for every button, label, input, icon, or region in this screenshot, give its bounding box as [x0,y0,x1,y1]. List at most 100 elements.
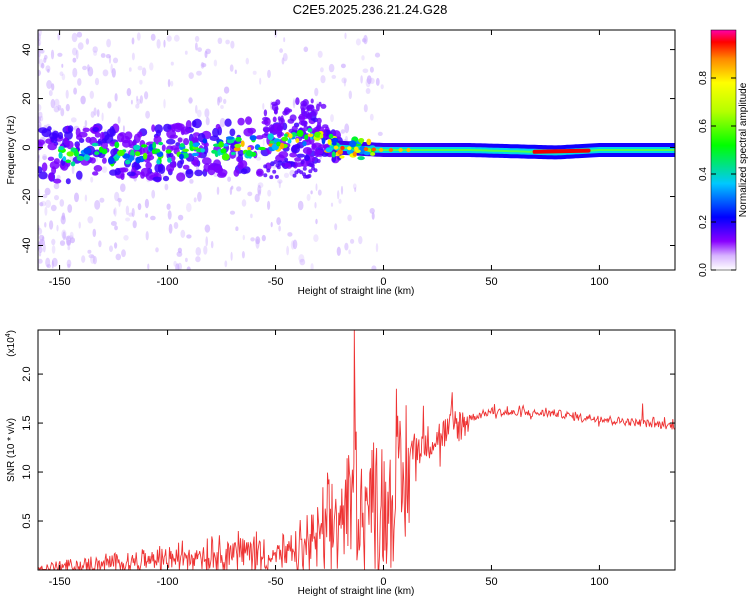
spectral-blob [296,168,301,173]
snr-scale-prefix: (x10 [6,337,17,357]
noise-speck [176,251,183,257]
spectral-blob [135,156,141,164]
noise-speck [51,83,55,91]
spectral-blob [47,142,57,151]
noise-speck [195,256,201,263]
x-tick-label: -100 [157,576,179,588]
noise-speck [250,237,255,242]
noise-speck [87,249,92,254]
spectral-blob [267,133,274,141]
noise-speck [57,52,63,57]
noise-speck [216,186,220,195]
spectral-blob [300,160,305,165]
noise-speck [314,202,317,209]
spectral-blob [50,136,58,144]
spectral-blob [258,146,266,151]
noise-speck [50,204,57,212]
spectral-blob [191,152,199,157]
noise-speck [197,47,203,52]
spectral-blob [133,133,141,144]
noise-speck [276,217,281,226]
spectral-blob [226,138,235,144]
noise-speck [341,77,348,84]
spectral-blob [284,133,288,137]
noise-speck [150,33,156,41]
y-tick-label: 20 [21,92,33,104]
noise-speck [283,172,290,178]
noise-speck [167,210,172,220]
spectral-blob [117,149,125,157]
spectral-blob [92,127,99,132]
spectral-blob [263,109,268,117]
noise-speck [201,63,207,68]
noise-speck [46,264,52,269]
spectral-blob [287,138,292,144]
noise-speck [156,39,161,49]
snr-scale-label: (x104) [5,330,17,357]
spectral-blob [363,151,371,156]
spectral-blob [310,98,314,104]
noise-speck [163,98,166,109]
x-tick-label: -50 [268,576,284,588]
spectral-blob [339,155,345,159]
noise-speck [287,232,293,237]
noise-speck [186,202,192,213]
spectrogram-frame [37,29,676,271]
noise-speck [331,74,337,79]
noise-speck [94,77,100,86]
spectral-blob [367,147,372,153]
spectral-blob [323,130,327,137]
noise-speck [77,42,84,50]
spectral-blob [325,147,333,153]
figure-title: C2E5.2025.236.21.24.G28 [293,2,448,17]
noise-speck [204,108,210,118]
spectral-blob [153,171,159,178]
spectral-blob [76,134,83,140]
spectral-blob [289,152,297,158]
noise-speck [374,52,381,58]
spectral-blob [101,138,107,144]
noise-speck [166,203,171,210]
spectral-blob [211,149,218,154]
noise-speck [113,208,116,215]
spectral-blob [294,157,302,162]
noise-speck [361,55,365,61]
noise-speck [128,67,132,72]
spectral-blob [281,162,286,167]
noise-speck [223,98,227,105]
spectral-blob [307,127,313,133]
noise-speck [105,54,111,59]
x-tick-label: 100 [590,276,608,288]
spectral-blob [357,156,365,161]
spectral-blob [192,142,200,148]
noise-speck [38,32,41,42]
spectral-blob [58,151,63,159]
spectral-blob [247,127,256,134]
spectral-blob [65,159,72,163]
spectral-blob [65,178,71,185]
spectral-blob [38,141,43,151]
noise-speck [184,50,188,55]
noise-speck [114,242,118,249]
spectral-blob [48,172,55,182]
noise-speck [189,179,194,184]
spectral-blob [316,149,324,155]
spectral-blob [176,172,186,182]
snr-x-ticks: -150 -100 -50 0 50 100 [49,330,609,588]
noise-speck [170,80,174,87]
spectral-blob [308,169,313,174]
spectral-blob [225,136,234,140]
noise-speck [113,207,117,217]
y-tick-label: 0.5 [21,513,33,528]
noise-speck [380,84,384,90]
spectral-blob [321,137,326,145]
noise-speck [338,198,342,204]
noise-speck [74,192,79,203]
spectral-blob [192,156,199,167]
spectral-blob [172,160,177,168]
spectral-blob [292,173,297,178]
spectral-blob [76,170,83,180]
noise-speck [61,212,66,221]
noise-speck [147,263,150,270]
spectral-blob [263,164,268,169]
